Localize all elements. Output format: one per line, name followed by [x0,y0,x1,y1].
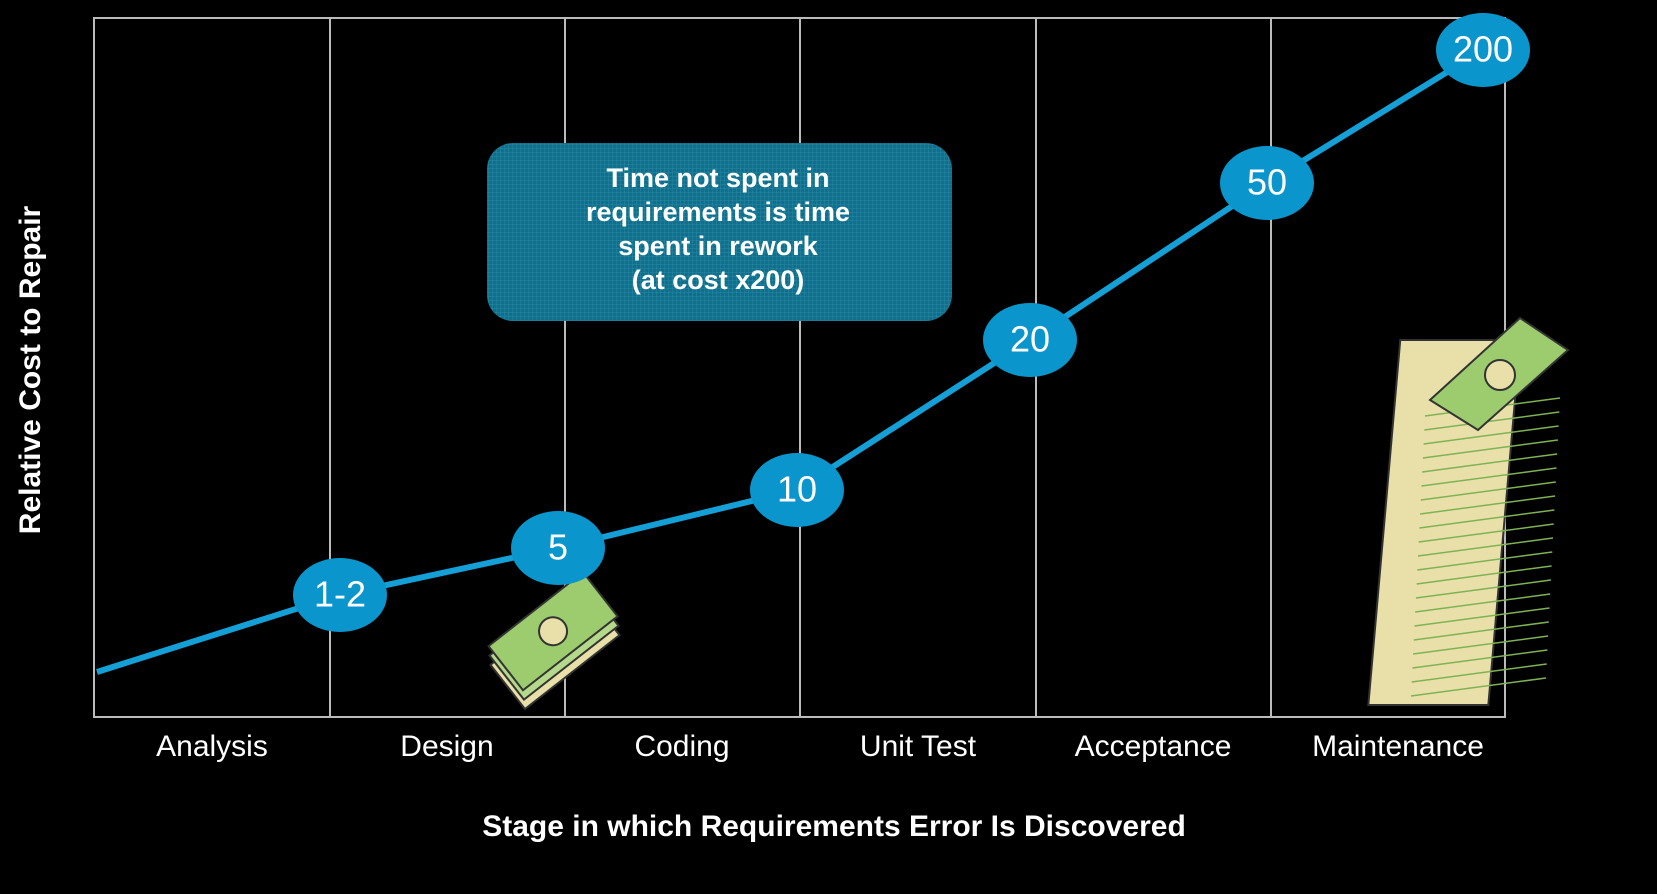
stage-label: Maintenance [1312,730,1484,763]
callout-text: (at cost x200) [632,265,805,295]
stage-label: Analysis [156,730,268,763]
x-axis-label: Stage in which Requirements Error Is Dis… [482,810,1186,843]
callout-text: Time not spent in [606,163,829,193]
cost-label: 5 [548,527,568,568]
stage-label: Coding [634,730,729,763]
stage-label: Acceptance [1075,730,1232,763]
cost-label: 1-2 [314,574,366,615]
cost-label: 50 [1247,162,1287,203]
cost-label: 10 [777,469,817,510]
slide: Relative Cost to Repair Stage in which R… [0,0,1657,894]
money-small [481,572,628,709]
page: {"y_axis_label": "Relative Cost to Repai… [0,0,1657,894]
cost-label: 200 [1453,29,1513,70]
stage-label: Unit Test [860,730,977,763]
callout-text: spent in rework [618,231,819,261]
y-axis-label: Relative Cost to Repair [14,205,47,534]
callout-text: requirements is time [586,197,850,227]
money-large [1368,318,1568,705]
cost-label: 20 [1010,319,1050,360]
stage-label: Design [400,730,493,763]
stage-dividers [330,18,1271,717]
